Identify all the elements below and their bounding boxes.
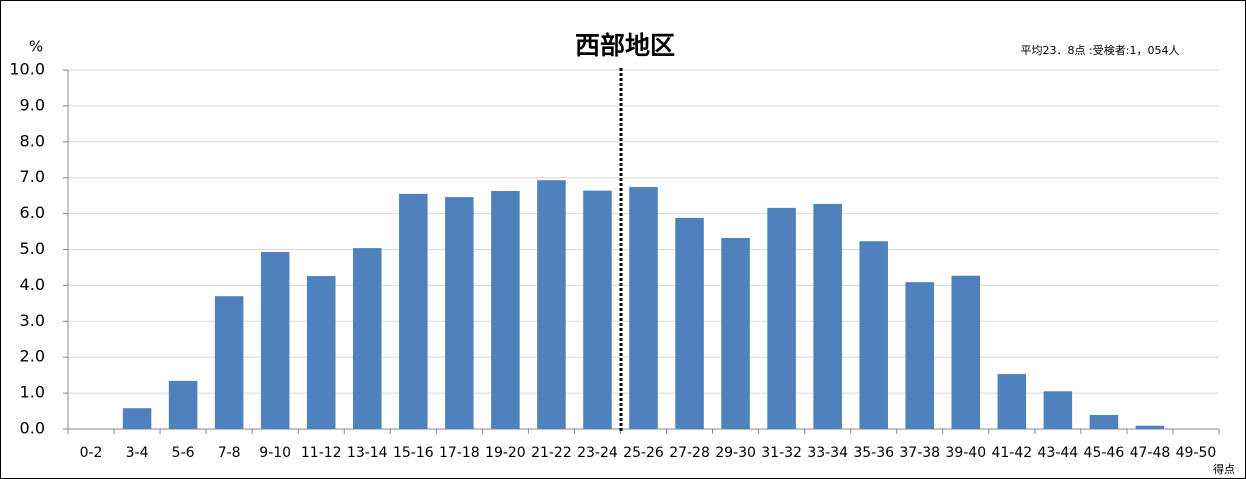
x-tick-label: 17-18 — [439, 445, 480, 461]
bar — [629, 187, 658, 429]
bar — [997, 374, 1027, 429]
x-tick-label: 13-14 — [347, 445, 388, 461]
x-tick-label: 3-4 — [126, 445, 149, 461]
bar — [491, 190, 520, 429]
bar — [583, 190, 612, 429]
y-tick-label: 8.0 — [20, 131, 45, 150]
x-tick-label: 29-30 — [715, 445, 756, 461]
y-tick-label: 7.0 — [20, 167, 45, 186]
bar — [352, 248, 382, 429]
bar — [951, 275, 981, 429]
bar — [1135, 425, 1165, 429]
x-tick-label: 15-16 — [393, 445, 434, 461]
y-tick-label: 4.0 — [20, 275, 45, 294]
bar — [537, 180, 566, 429]
y-tick-label: 0.0 — [20, 419, 45, 438]
annotation: 平均23．8点 :受検者:1，054人 — [1021, 43, 1180, 57]
x-tick-label: 41-42 — [991, 445, 1032, 461]
bar — [445, 197, 474, 429]
chart-title: 西部地区 — [575, 31, 675, 60]
x-tick-label: 39-40 — [945, 445, 986, 461]
bar — [675, 217, 704, 429]
x-tick-label: 33-34 — [807, 445, 848, 461]
y-tick-label: 9.0 — [20, 95, 45, 114]
y-tick-label: 1.0 — [20, 383, 45, 402]
x-tick-label: 31-32 — [761, 445, 802, 461]
x-tick-label: 23-24 — [577, 445, 618, 461]
y-tick-label: 2.0 — [20, 347, 45, 366]
x-tick-label: 47-48 — [1130, 445, 1171, 461]
bar — [168, 380, 198, 429]
y-axis-label: % — [29, 38, 43, 56]
bar — [1089, 414, 1119, 429]
bar — [306, 276, 336, 429]
x-tick-label: 27-28 — [669, 445, 710, 461]
y-tick-label: 6.0 — [20, 203, 45, 222]
x-tick-label: 21-22 — [531, 445, 572, 461]
x-tick-label: 0-2 — [80, 445, 103, 461]
x-tick-label: 19-20 — [485, 445, 526, 461]
bar — [905, 282, 935, 429]
y-tick-label: 5.0 — [20, 239, 45, 258]
x-axis-label: 得点 — [1213, 463, 1235, 476]
y-tick-label: 3.0 — [20, 311, 45, 330]
bar — [122, 408, 152, 429]
bar — [767, 207, 796, 429]
x-tick-label: 49-50 — [1176, 445, 1217, 461]
x-tick-label: 45-46 — [1084, 445, 1125, 461]
bar — [1043, 391, 1073, 429]
bar — [721, 238, 750, 429]
x-tick-label: 7-8 — [218, 445, 241, 461]
x-tick-label: 25-26 — [623, 445, 664, 461]
y-tick-label: 10.0 — [9, 60, 45, 79]
x-tick-label: 9-10 — [259, 445, 291, 461]
x-tick-label: 35-36 — [853, 445, 894, 461]
x-tick-label: 11-12 — [301, 445, 342, 461]
bar — [260, 252, 290, 429]
x-tick-label: 37-38 — [899, 445, 940, 461]
x-tick-label: 5-6 — [172, 445, 195, 461]
x-tick-label: 43-44 — [1038, 445, 1079, 461]
bar — [813, 203, 842, 429]
bar — [214, 296, 244, 429]
bar — [859, 241, 888, 429]
bar — [399, 193, 428, 429]
